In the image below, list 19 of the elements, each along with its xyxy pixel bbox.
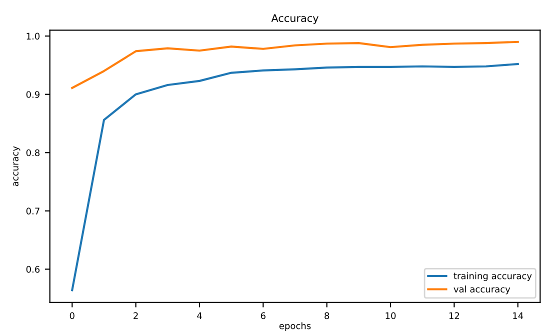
legend-label: val accuracy	[454, 286, 510, 294]
y-tick-label: 1.0	[26, 32, 40, 40]
x-tick-label: 10	[386, 312, 396, 320]
y-tick-label: 0.6	[26, 266, 40, 273]
x-tick-label: 6	[260, 312, 266, 320]
y-tick-label: 0.8	[26, 149, 40, 156]
x-tick-label: 14	[513, 312, 524, 319]
x-tick-label: 8	[324, 312, 330, 320]
x-tick-label: 2	[134, 312, 138, 319]
x-tick-label: 0	[70, 312, 74, 320]
x-tick-label: 12	[449, 312, 460, 319]
y-axis-title: accuracy	[13, 146, 20, 186]
x-tick-label: 4	[197, 312, 202, 319]
chart-title: Accuracy	[271, 14, 318, 24]
line-series	[71, 40, 519, 89]
y-tick-label: 0.9	[26, 91, 40, 98]
x-axis-title: epochs	[279, 322, 311, 331]
legend-label: training accuracy	[454, 272, 532, 282]
y-tick-label: 0.7	[26, 208, 40, 214]
